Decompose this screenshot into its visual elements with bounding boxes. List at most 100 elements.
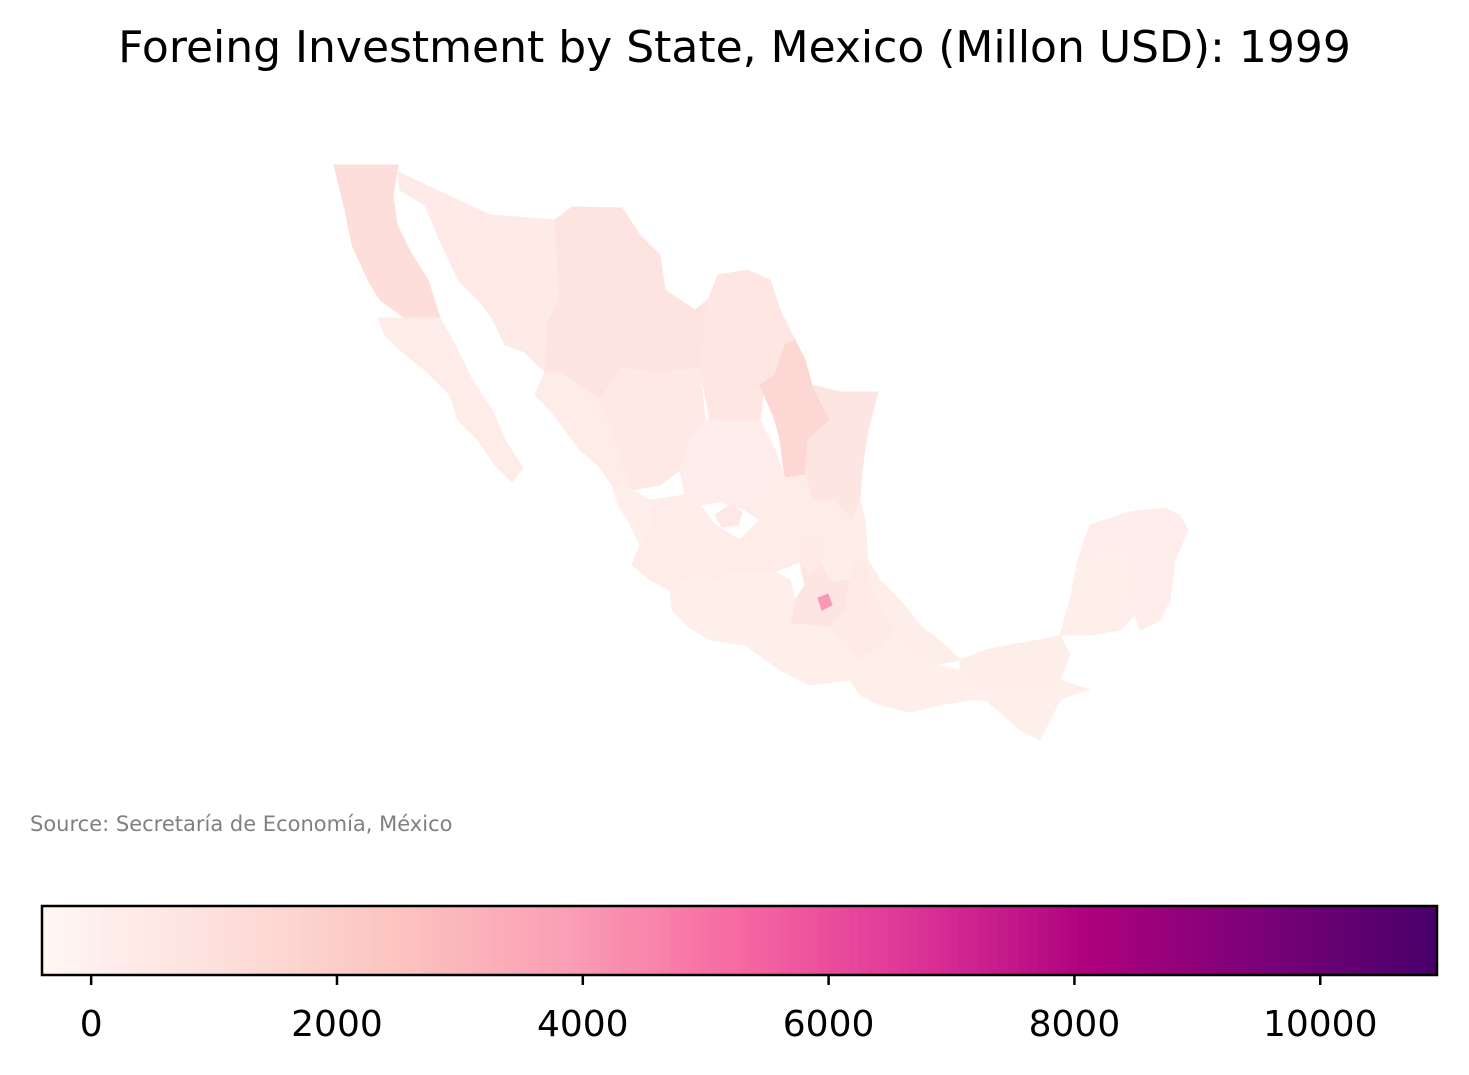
colorbar-segment	[151, 906, 163, 975]
colorbar-segment	[898, 906, 910, 975]
colorbar-segment	[450, 906, 462, 975]
colorbar-segment	[1317, 906, 1328, 975]
colorbar-segment	[679, 906, 691, 975]
colorbar-segment	[759, 906, 770, 975]
colorbar-segment	[789, 906, 800, 975]
colorbar-segment	[460, 906, 472, 975]
colorbar-tick-label: 0	[80, 1004, 103, 1045]
colorbar-segment	[530, 906, 541, 975]
colorbar-segment	[1088, 906, 1099, 975]
colorbar-frame	[40, 904, 1439, 977]
colorbar-segment	[1427, 906, 1438, 975]
colorbar-segment	[131, 906, 143, 975]
colorbar-segment	[1008, 906, 1020, 975]
colorbar-segment	[699, 906, 711, 975]
colorbar-segment	[1387, 906, 1398, 975]
colorbar-segment	[1267, 906, 1279, 975]
state-quintana-roo	[1124, 514, 1189, 631]
colorbar-segment	[440, 906, 452, 975]
colorbar-segment	[161, 906, 173, 975]
colorbar-segment	[659, 906, 671, 975]
colorbar-segment	[629, 906, 641, 975]
colorbar-segment	[1237, 906, 1249, 975]
chart-title: Foreing Investment by State, Mexico (Mil…	[118, 22, 1351, 73]
colorbar-segment	[779, 906, 790, 975]
colorbar-segment	[1108, 906, 1119, 975]
colorbar-segment	[988, 906, 1000, 975]
colorbar-segment	[410, 906, 422, 975]
colorbar-segment	[1138, 906, 1149, 975]
colorbar-segment	[350, 906, 362, 975]
colorbar-segment	[1287, 906, 1299, 975]
colorbar-segment	[1098, 906, 1109, 975]
colorbar-segment	[261, 906, 272, 975]
colorbar-segment	[430, 906, 442, 975]
state-guerrero	[689, 624, 861, 686]
state-tabasco	[959, 634, 1071, 691]
colorbar-gradient	[42, 906, 1438, 975]
colorbar-segment	[81, 906, 93, 975]
colorbar-segment	[1148, 906, 1159, 975]
colorbar-segment	[1217, 906, 1229, 975]
colorbar-segment	[171, 906, 183, 975]
colorbar-segment	[869, 906, 880, 975]
colorbar-segment	[321, 906, 332, 975]
colorbar-segment	[829, 906, 840, 975]
colorbar-segment	[1397, 906, 1408, 975]
colorbar-segment	[689, 906, 701, 975]
colorbar-segment	[879, 906, 890, 975]
colorbar-segment	[370, 906, 382, 975]
colorbar-tick-label: 8000	[1029, 1004, 1121, 1045]
colorbar-segment	[649, 906, 661, 975]
colorbar-segment	[590, 906, 601, 975]
colorbar-segment	[340, 906, 352, 975]
colorbar-segment	[1038, 906, 1049, 975]
colorbar-segment	[580, 906, 591, 975]
colorbar-segment	[330, 906, 342, 975]
colorbar-segment	[51, 906, 63, 975]
colorbar-segment	[918, 906, 930, 975]
map-regions	[333, 164, 1189, 741]
colorbar-segment	[1407, 906, 1418, 975]
colorbar-segment	[1118, 906, 1129, 975]
colorbar-segment	[1158, 906, 1169, 975]
colorbar-tick-label: 4000	[537, 1004, 629, 1045]
colorbar-segment	[709, 906, 721, 975]
source-note: Source: Secretaría de Economía, México	[30, 812, 453, 836]
colorbar-segment	[400, 906, 412, 975]
colorbar-segment	[1207, 906, 1219, 975]
state-aguascalientes	[714, 504, 743, 528]
colorbar-segment	[560, 906, 571, 975]
colorbar-segment	[958, 906, 970, 975]
colorbar-segment	[241, 906, 252, 975]
colorbar-segment	[91, 906, 103, 975]
colorbar-segment	[42, 906, 53, 975]
colorbar-segment	[769, 906, 780, 975]
colorbar-segment	[520, 906, 531, 975]
colorbar-segment	[550, 906, 561, 975]
mexico-map	[333, 164, 1189, 741]
colorbar-segment	[141, 906, 153, 975]
colorbar-segment	[809, 906, 820, 975]
colorbar-segment	[211, 906, 222, 975]
colorbar-segment	[1367, 906, 1378, 975]
colorbar-segment	[1357, 906, 1368, 975]
colorbar-segment	[360, 906, 372, 975]
colorbar-segment	[470, 906, 482, 975]
colorbar-segment	[1167, 906, 1179, 975]
colorbar-tick-label: 2000	[291, 1004, 383, 1045]
colorbar-segment	[480, 906, 491, 975]
colorbar-segment	[1197, 906, 1209, 975]
colorbar-segment	[71, 906, 83, 975]
colorbar-segment	[749, 906, 761, 975]
colorbar-tick-label: 6000	[783, 1004, 875, 1045]
colorbar-segment	[1177, 906, 1189, 975]
colorbar-segment	[281, 906, 292, 975]
colorbar-segment	[1018, 906, 1030, 975]
colorbar-segment	[420, 906, 432, 975]
colorbar-segment	[301, 906, 312, 975]
colorbar-segment	[121, 906, 133, 975]
state-ciudad-de-mexico	[817, 593, 833, 611]
colorbar-segment	[968, 906, 980, 975]
colorbar-segment	[839, 906, 850, 975]
